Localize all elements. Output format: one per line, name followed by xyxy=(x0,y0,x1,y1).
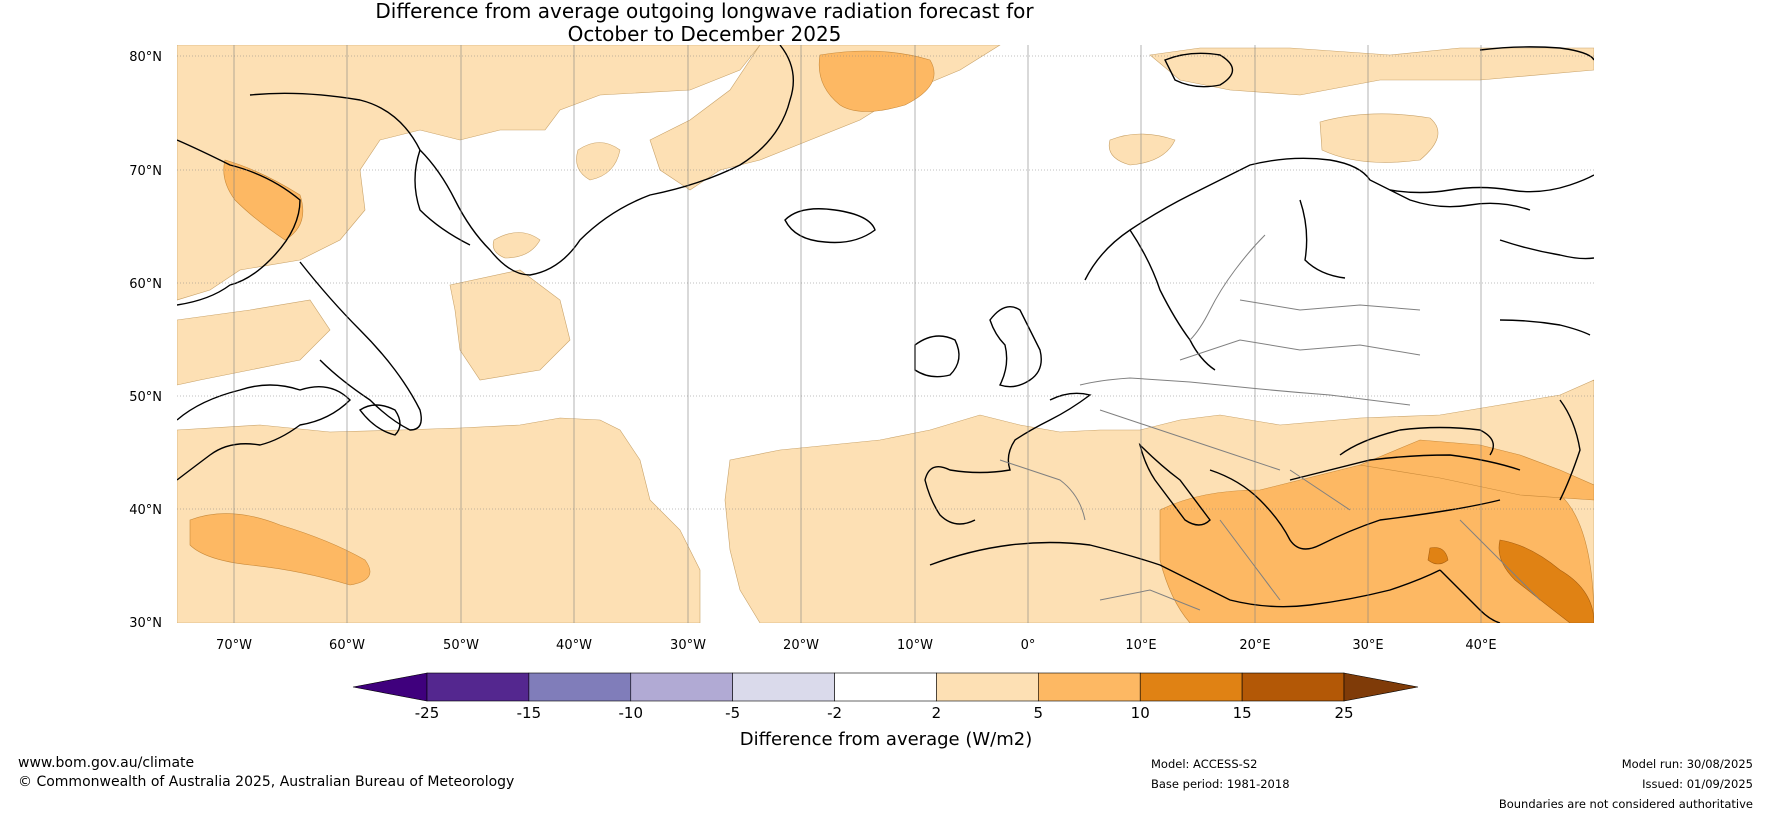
copyright-text: © Commonwealth of Australia 2025, Austra… xyxy=(18,774,515,790)
colorbar-tick-label: -15 xyxy=(517,704,542,722)
title-line-2: October to December 2025 xyxy=(567,22,842,46)
lon-label: 50°W xyxy=(443,638,479,653)
colorbar-extension-high xyxy=(1343,672,1419,702)
colorbar-swatch xyxy=(1139,672,1243,702)
colorbar-swatch xyxy=(936,672,1039,702)
lon-label: 10°E xyxy=(1125,638,1156,653)
colorbar-tick-label: -5 xyxy=(725,704,740,722)
colorbar-swatch xyxy=(732,672,835,702)
colorbar-tick-label: -2 xyxy=(827,704,842,722)
lon-label: 30°E xyxy=(1352,638,1383,653)
map-plot-area xyxy=(177,45,1594,623)
lat-label: 60°N xyxy=(129,277,162,292)
footer-left: www.bom.gov.au/climate © Commonwealth of… xyxy=(18,754,514,792)
colorbar: -25 -15 -10 -5 -2 2 5 10 15 25 xyxy=(352,672,1419,722)
colorbar-swatch xyxy=(834,672,937,702)
lat-label: 70°N xyxy=(129,164,162,179)
footer-model-info: Model: ACCESS-S2 Base period: 1981-2018 xyxy=(1151,754,1290,794)
map-title: Difference from average outgoing longwav… xyxy=(0,0,1409,46)
colorbar-tick-label: -10 xyxy=(619,704,644,722)
lon-label: 40°E xyxy=(1465,638,1496,653)
colorbar-tick-label: 15 xyxy=(1233,704,1252,722)
lon-label: 30°W xyxy=(670,638,706,653)
colorbar-swatch xyxy=(630,672,733,702)
lon-label: 70°W xyxy=(216,638,252,653)
gridlines xyxy=(177,45,1594,623)
anomaly-fill-10-15 xyxy=(1427,539,1594,623)
model-text: Model: ACCESS-S2 xyxy=(1151,757,1258,771)
lat-label: 50°N xyxy=(129,390,162,405)
colorbar-tick-label: -25 xyxy=(415,704,440,722)
lon-label: 0° xyxy=(1021,638,1036,653)
longitude-labels: 70°W 60°W 50°W 40°W 30°W 20°W 10°W 0° 10… xyxy=(216,638,1497,653)
colorbar-tick-label: 25 xyxy=(1334,704,1353,722)
disclaimer-text: Boundaries are not considered authoritat… xyxy=(1498,797,1753,811)
lon-label: 10°W xyxy=(897,638,933,653)
country-borders xyxy=(999,234,1541,611)
colorbar-tick-label: 10 xyxy=(1131,704,1150,722)
colorbar-swatch xyxy=(528,672,632,702)
lon-label: 20°E xyxy=(1239,638,1270,653)
colorbar-swatch xyxy=(1241,672,1345,702)
issued-text: Issued: 01/09/2025 xyxy=(1642,777,1753,791)
lon-label: 20°W xyxy=(783,638,819,653)
colorbar-tick-label: 5 xyxy=(1034,704,1044,722)
colorbar-swatch xyxy=(426,672,530,702)
model-run-text: Model run: 30/08/2025 xyxy=(1621,757,1753,771)
latitude-labels: 80°N 70°N 60°N 50°N 40°N 30°N xyxy=(129,50,162,631)
coastlines xyxy=(177,45,1594,623)
base-period-text: Base period: 1981-2018 xyxy=(1151,777,1290,791)
lon-label: 60°W xyxy=(329,638,365,653)
colorbar-tick-label: 2 xyxy=(932,704,942,722)
colorbar-swatch xyxy=(1038,672,1141,702)
lon-label: 40°W xyxy=(556,638,592,653)
lat-label: 40°N xyxy=(129,503,162,518)
lat-label: 30°N xyxy=(129,616,162,631)
footer-right: Model run: 30/08/2025 Issued: 01/09/2025… xyxy=(1353,754,1753,814)
website-text: www.bom.gov.au/climate xyxy=(18,755,195,771)
lat-label: 80°N xyxy=(129,50,162,65)
colorbar-title: Difference from average (W/m2) xyxy=(740,729,1032,750)
title-line-1: Difference from average outgoing longwav… xyxy=(375,0,1034,23)
colorbar-extension-low xyxy=(352,672,428,702)
